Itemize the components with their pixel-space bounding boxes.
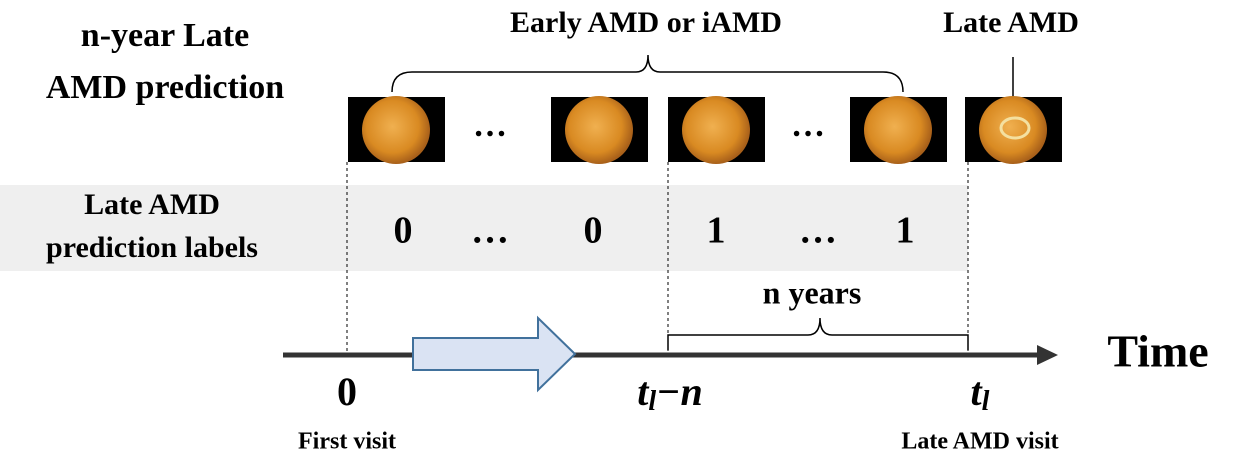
tick-label: tl: [971, 369, 990, 417]
image-gap: …: [473, 107, 507, 144]
label-value: 1: [896, 210, 915, 252]
label-value: 0: [584, 210, 603, 252]
tick-label: tl−n: [637, 369, 702, 417]
stage-label: Early AMD or iAMD: [510, 6, 782, 39]
span-label: n years: [763, 274, 862, 310]
stage-bracket: [392, 55, 903, 92]
title-line: AMD prediction: [46, 69, 284, 106]
label-value: 0: [394, 210, 413, 252]
row-title: Late AMD: [84, 188, 220, 221]
timeline-head: [1037, 345, 1058, 365]
title-line: n-year Late: [81, 17, 249, 54]
tick-caption: First visit: [298, 429, 396, 455]
fundus-images: [348, 96, 1062, 164]
text-part: l: [982, 386, 990, 417]
progress-arrow: [413, 318, 575, 390]
diagram: n-year Late AMD prediction Early AMD or …: [0, 0, 1239, 466]
axis-label: Time: [1107, 326, 1208, 377]
row-title: prediction labels: [46, 231, 258, 264]
text-part: −n: [656, 369, 702, 414]
label-value: …: [471, 210, 509, 252]
span-bracket: [668, 318, 968, 350]
stage-label: Late AMD: [943, 6, 1079, 39]
tick-caption: Late AMD visit: [901, 429, 1058, 455]
image-gap: …: [791, 107, 825, 144]
tick-label: 0: [337, 369, 357, 414]
label-value: …: [799, 210, 837, 252]
label-value: 1: [707, 210, 726, 252]
